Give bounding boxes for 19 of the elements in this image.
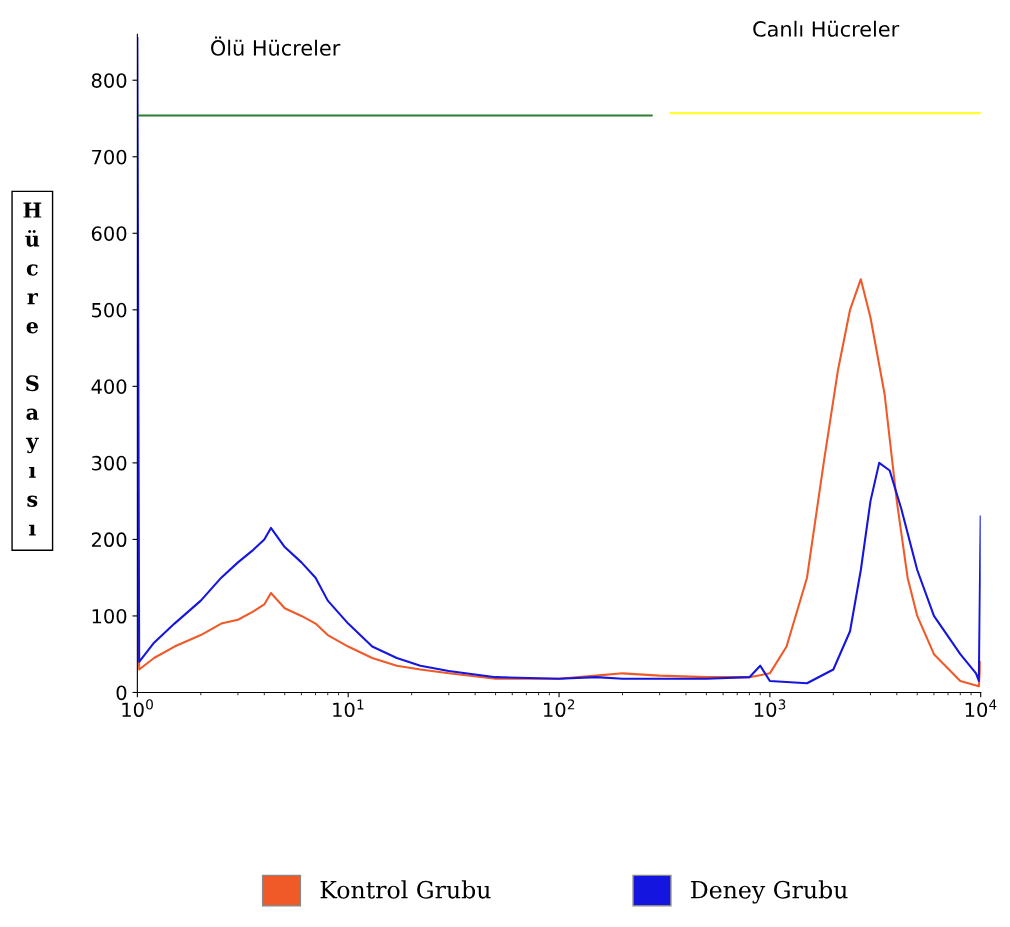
x-tick-label: 10$^{3}$ <box>754 699 786 718</box>
annotation: Canlı Hücreler <box>753 20 900 37</box>
y-tick-label: 300 <box>92 455 127 471</box>
legend-label: Kontrol Grubu <box>320 880 491 899</box>
text: Hücre Sayısı <box>23 202 42 536</box>
y-tick-label: 100 <box>92 608 127 624</box>
legend-label: Deney Grubu <box>691 880 848 904</box>
x-tick-label: 10$^{0}$ <box>122 699 153 718</box>
x-tick-label: 10$^{1}$ <box>333 699 364 718</box>
y-tick-label: 800 <box>91 73 127 88</box>
y-tick-label: 0 <box>116 685 127 701</box>
y-tick-label: 200 <box>91 532 127 548</box>
y-tick-label: 500 <box>92 302 127 318</box>
annotation: Ölü Hücreler <box>211 36 341 56</box>
y-tick-label: 700 <box>92 149 127 165</box>
x-tick-label: 10$^{4}$ <box>965 699 997 718</box>
y-tick-label: 400 <box>91 379 127 395</box>
x-tick-label: 10$^{2}$ <box>544 699 575 718</box>
y-tick-label: 600 <box>91 226 127 241</box>
